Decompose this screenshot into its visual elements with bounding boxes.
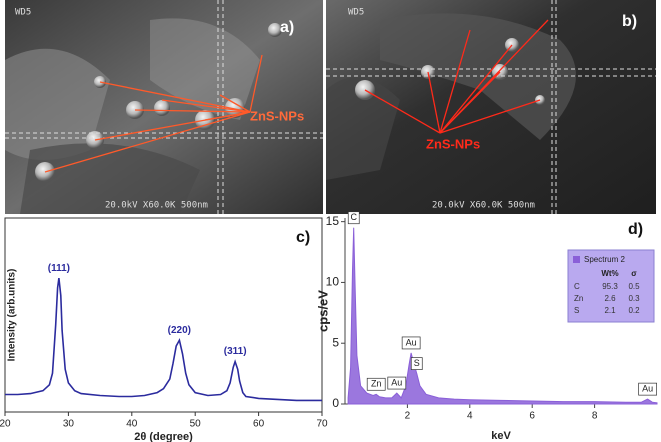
peak-label: S — [414, 358, 420, 368]
peak-label-box — [401, 336, 421, 350]
x-tick-label: 50 — [190, 419, 202, 430]
peak-label: Zn — [371, 379, 382, 389]
inset-title: Spectrum 2 — [584, 255, 625, 264]
x-tick-label: 8 — [592, 411, 598, 422]
panel-label: c) — [296, 229, 310, 246]
y-tick-label: 15 — [326, 214, 340, 228]
x-tick-label: 40 — [126, 419, 138, 430]
peak-label-box — [638, 382, 657, 396]
inset-cell: S — [574, 306, 579, 315]
inset-cell: 2.1 — [604, 306, 616, 315]
y-tick-label: 5 — [332, 335, 339, 349]
panel-label: b) — [622, 13, 637, 30]
pointer-lines — [44, 54, 263, 173]
inset-cell: 0.3 — [628, 294, 640, 303]
peak-label-box — [366, 377, 386, 391]
sem-texture — [326, 77, 400, 180]
sem-footer: 20.0kV X60.0K 500nm — [432, 201, 535, 211]
peak-label-box — [347, 211, 360, 225]
inset-cell: 2.6 — [604, 294, 616, 303]
sem-image-a: WD5 a) ZnS-NPs 20.0kV X60.0K 500nm — [5, 0, 323, 214]
inset-swatch — [573, 256, 580, 263]
particle — [268, 23, 282, 37]
pointer-lines — [364, 19, 549, 134]
inset-header: σ — [631, 269, 637, 278]
peak-label: (111) — [48, 263, 70, 274]
y-tick-label: 10 — [326, 275, 340, 289]
sem-footer: 20.0kV X60.0K 500nm — [105, 201, 208, 211]
plot-frame — [4, 217, 323, 413]
particle — [154, 100, 170, 116]
sem-texture — [5, 48, 110, 160]
sem-texture — [20, 143, 200, 214]
x-tick-label: 70 — [316, 419, 328, 430]
data-line — [5, 277, 322, 402]
inset-header: Wt% — [601, 269, 618, 278]
y-axis-label: Intensity (arb.units) — [7, 269, 18, 362]
x-tick-label: 6 — [529, 411, 535, 422]
peak-label: Au — [391, 377, 402, 387]
peak-label: (220) — [168, 325, 191, 336]
inset-box — [567, 249, 655, 323]
panel-label: d) — [628, 221, 643, 238]
peak-label: (311) — [224, 346, 247, 357]
particle — [225, 98, 245, 118]
sem-header: WD5 — [348, 8, 364, 18]
x-tick-label: 2 — [405, 411, 411, 422]
inset-cell: C — [574, 282, 580, 291]
peak-label-box — [410, 357, 423, 370]
sem-texture — [380, 13, 576, 140]
y-axis-label: cps/eV — [315, 290, 330, 332]
peak-label: Au — [642, 384, 653, 394]
inset-cell: 0.5 — [628, 282, 640, 291]
panel-label: a) — [280, 19, 294, 36]
x-tick-label: 30 — [63, 419, 75, 430]
sem-header: WD5 — [15, 8, 31, 18]
peak-label: Au — [406, 337, 417, 347]
y-tick-label: 0 — [332, 396, 339, 410]
x-axis-label: keV — [491, 430, 511, 442]
x-tick-label: 20 — [0, 419, 11, 430]
peak-label: C — [350, 212, 357, 222]
pointer-label: ZnS-NPs — [426, 136, 480, 151]
sem-image-b: WD5 b) ZnS-NPs 20.0kV X60.0K 500nm — [326, 0, 656, 214]
x-axis-label: 2θ (degree) — [134, 431, 193, 442]
pointer-label: ZnS-NPs — [250, 108, 304, 123]
peak-label-box — [387, 376, 407, 390]
x-tick-label: 4 — [467, 411, 473, 422]
inset-cell: Zn — [574, 294, 583, 303]
x-tick-label: 60 — [253, 419, 265, 430]
inset-cell: 95.3 — [602, 282, 618, 291]
sem-texture — [150, 18, 260, 120]
inset-cell: 0.2 — [628, 306, 640, 315]
